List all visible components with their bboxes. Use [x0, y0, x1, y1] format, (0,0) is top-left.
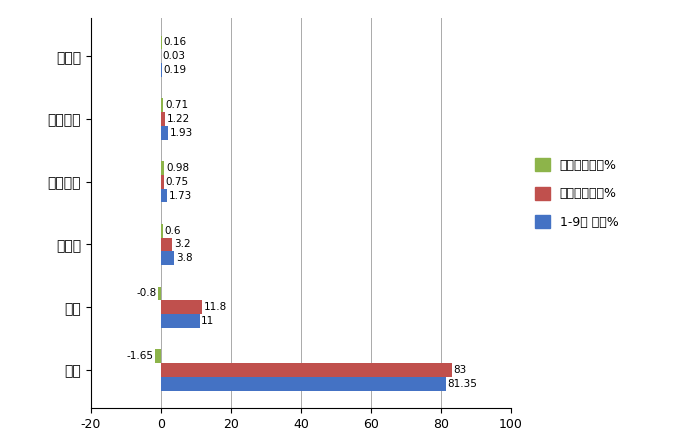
Text: 81.35: 81.35	[447, 379, 477, 389]
Bar	[161, 377, 446, 391]
Text: 0.6: 0.6	[165, 226, 181, 236]
Text: 0.71: 0.71	[165, 100, 188, 110]
Legend: 占比同比增减%, 去年同期占比%, 1-9月 占比%: 占比同比增减%, 去年同期占比%, 1-9月 占比%	[530, 153, 624, 234]
Text: 1.73: 1.73	[169, 190, 192, 201]
Bar	[161, 98, 164, 112]
Text: 3.2: 3.2	[174, 239, 190, 250]
Text: -0.8: -0.8	[136, 289, 156, 298]
Text: 0.75: 0.75	[165, 177, 188, 187]
Bar	[161, 126, 168, 140]
Text: 83: 83	[454, 365, 466, 375]
Bar	[158, 286, 161, 300]
Bar	[161, 300, 202, 314]
Text: 1.22: 1.22	[167, 114, 190, 124]
Bar	[161, 224, 163, 238]
Bar	[161, 314, 199, 328]
Text: 0.19: 0.19	[163, 65, 186, 75]
Text: 0.98: 0.98	[166, 163, 189, 173]
Text: 11.8: 11.8	[204, 302, 228, 312]
Text: 0.16: 0.16	[163, 37, 186, 48]
Bar	[161, 175, 164, 189]
Bar	[161, 238, 172, 251]
Text: -1.65: -1.65	[127, 351, 153, 361]
Text: 11: 11	[202, 316, 214, 326]
Text: 1.93: 1.93	[169, 128, 193, 138]
Text: 3.8: 3.8	[176, 254, 193, 263]
Bar	[161, 112, 165, 126]
Bar	[161, 189, 167, 202]
Text: 0.03: 0.03	[163, 51, 186, 61]
Bar	[155, 349, 161, 363]
Bar	[161, 251, 174, 265]
Bar	[161, 363, 452, 377]
Bar	[161, 161, 164, 175]
